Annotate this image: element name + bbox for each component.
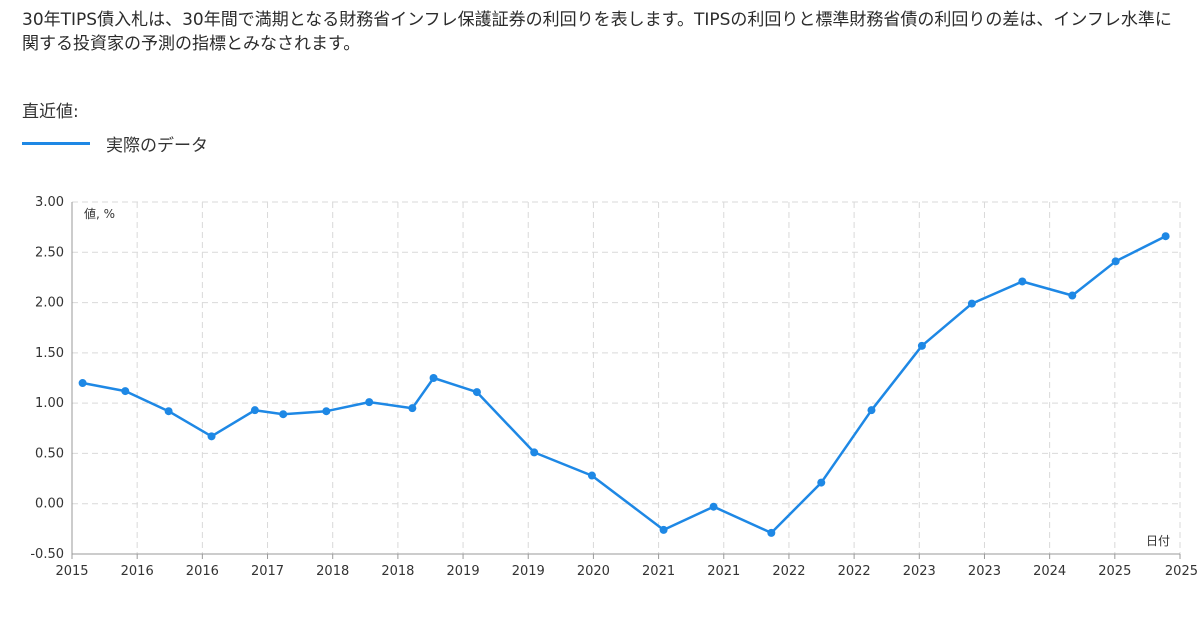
- data-point[interactable]: [1018, 277, 1027, 286]
- data-point[interactable]: [530, 448, 539, 457]
- y-tick-label: -0.50: [30, 547, 64, 562]
- data-point[interactable]: [279, 410, 288, 419]
- line-chart[interactable]: 3.00 2.50 2.00 1.50 1.00 0.50 0.00 -0.50 2015 201…: [0, 188, 1200, 588]
- x-tick-label: 2024: [1033, 564, 1066, 579]
- x-axis-unit-label: 日付: [1146, 534, 1170, 548]
- chart-grid: [72, 201, 1181, 554]
- data-point[interactable]: [365, 398, 374, 407]
- x-tick-label: 2016: [186, 564, 219, 579]
- data-point[interactable]: [207, 432, 216, 441]
- x-tick-label: 2023: [903, 564, 936, 579]
- data-point[interactable]: [587, 471, 596, 480]
- data-point[interactable]: [1111, 257, 1120, 266]
- data-point[interactable]: [867, 406, 876, 415]
- y-tick-label: 2.00: [35, 296, 64, 311]
- data-point[interactable]: [250, 406, 259, 415]
- x-tick-label: 2022: [838, 564, 871, 579]
- data-point[interactable]: [472, 388, 481, 397]
- data-point[interactable]: [767, 528, 776, 537]
- data-point[interactable]: [121, 387, 130, 396]
- data-point[interactable]: [429, 374, 438, 382]
- data-point[interactable]: [967, 299, 976, 308]
- data-point[interactable]: [817, 478, 826, 487]
- x-tick-label: 2023: [968, 564, 1001, 579]
- x-tick-label: 2018: [381, 564, 414, 579]
- y-axis-unit-label: 値, %: [84, 206, 115, 221]
- data-point[interactable]: [1068, 291, 1077, 300]
- data-point[interactable]: [408, 404, 417, 413]
- data-point[interactable]: [709, 502, 718, 511]
- chart-axes: [71, 202, 1181, 559]
- legend[interactable]: 実際のデータ: [22, 131, 208, 156]
- data-point[interactable]: [322, 407, 331, 416]
- y-tick-label: 1.50: [35, 346, 64, 361]
- x-tick-label: 2021: [642, 564, 675, 579]
- x-tick-label: 2018: [316, 564, 349, 579]
- x-tick-label: 2017: [251, 564, 284, 579]
- x-tick-label: 2015: [55, 564, 88, 579]
- y-tick-label: 3.00: [35, 195, 64, 210]
- y-tick-label: 0.50: [35, 446, 64, 461]
- legend-line-swatch: [22, 142, 90, 145]
- latest-values-label: 直近値:: [22, 102, 79, 122]
- x-tick-label: 2025: [1165, 564, 1198, 579]
- chart-series: [78, 232, 1170, 537]
- data-point[interactable]: [164, 407, 173, 416]
- data-point[interactable]: [659, 525, 668, 534]
- x-tick-label: 2016: [121, 564, 154, 579]
- x-tick-label: 2019: [447, 564, 480, 579]
- series-line: [82, 235, 1167, 535]
- chart-tick-labels: 3.00 2.50 2.00 1.50 1.00 0.50 0.00 -0.50 2015 201…: [30, 195, 1198, 579]
- data-point[interactable]: [917, 341, 926, 350]
- x-tick-label: 2019: [512, 564, 545, 579]
- x-tick-label: 2025: [1098, 564, 1131, 579]
- y-tick-label: 1.00: [35, 396, 64, 411]
- legend-series-label: 実際のデータ: [106, 136, 208, 156]
- y-tick-label: 2.50: [35, 245, 64, 260]
- y-tick-label: 0.00: [35, 497, 64, 512]
- x-tick-label: 2022: [772, 564, 805, 579]
- x-tick-label: 2020: [577, 564, 610, 579]
- x-tick-label: 2021: [707, 564, 740, 579]
- data-point[interactable]: [1161, 232, 1170, 241]
- data-point[interactable]: [78, 379, 87, 388]
- chart-description: 30年TIPS債入札は、30年間で満期となる財務省インフレ保護証券の利回りを表し…: [22, 10, 1172, 54]
